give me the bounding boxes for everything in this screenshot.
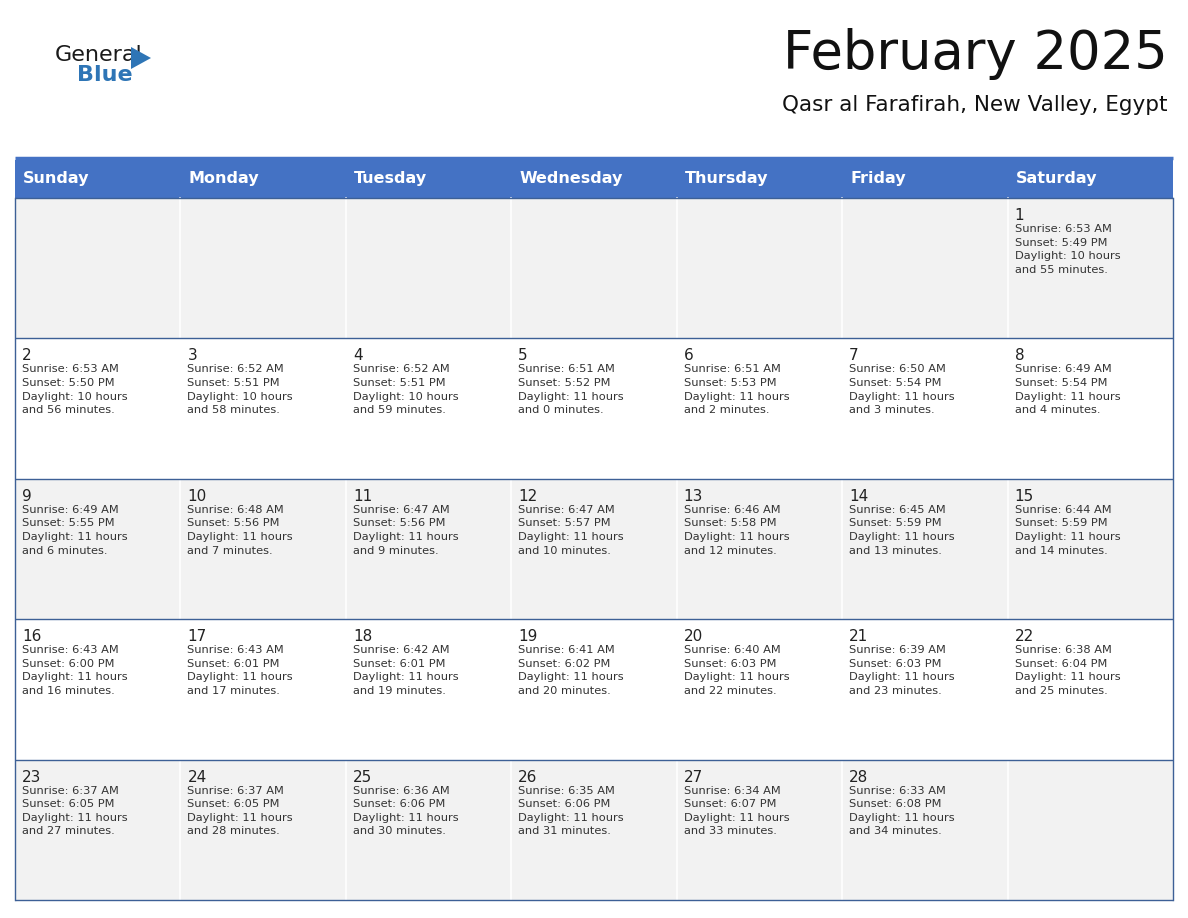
Bar [15, 479, 1173, 620]
Text: Sunrise: 6:52 AM
Sunset: 5:51 PM
Daylight: 10 hours
and 58 minutes.: Sunrise: 6:52 AM Sunset: 5:51 PM Dayligh… [188, 364, 293, 415]
Text: 16: 16 [23, 629, 42, 644]
Text: 5: 5 [518, 349, 527, 364]
Text: Sunrise: 6:34 AM
Sunset: 6:07 PM
Daylight: 11 hours
and 33 minutes.: Sunrise: 6:34 AM Sunset: 6:07 PM Dayligh… [684, 786, 789, 836]
Text: 22: 22 [1015, 629, 1034, 644]
Text: Sunrise: 6:48 AM
Sunset: 5:56 PM
Daylight: 11 hours
and 7 minutes.: Sunrise: 6:48 AM Sunset: 5:56 PM Dayligh… [188, 505, 293, 555]
Text: 2: 2 [23, 349, 32, 364]
Text: Saturday: Saturday [1016, 172, 1097, 186]
Text: Blue: Blue [77, 65, 133, 85]
Text: 12: 12 [518, 488, 537, 504]
Text: Sunrise: 6:47 AM
Sunset: 5:57 PM
Daylight: 11 hours
and 10 minutes.: Sunrise: 6:47 AM Sunset: 5:57 PM Dayligh… [518, 505, 624, 555]
Text: Sunrise: 6:37 AM
Sunset: 6:05 PM
Daylight: 11 hours
and 27 minutes.: Sunrise: 6:37 AM Sunset: 6:05 PM Dayligh… [23, 786, 127, 836]
Text: 1: 1 [1015, 208, 1024, 223]
Text: Wednesday: Wednesday [519, 172, 623, 186]
Bar [1007, 160, 1173, 198]
Text: 14: 14 [849, 488, 868, 504]
Text: 4: 4 [353, 349, 362, 364]
Text: 10: 10 [188, 488, 207, 504]
Text: 19: 19 [518, 629, 538, 644]
Text: Sunrise: 6:42 AM
Sunset: 6:01 PM
Daylight: 11 hours
and 19 minutes.: Sunrise: 6:42 AM Sunset: 6:01 PM Dayligh… [353, 645, 459, 696]
Text: 21: 21 [849, 629, 868, 644]
Text: Sunrise: 6:33 AM
Sunset: 6:08 PM
Daylight: 11 hours
and 34 minutes.: Sunrise: 6:33 AM Sunset: 6:08 PM Dayligh… [849, 786, 955, 836]
Text: Sunrise: 6:40 AM
Sunset: 6:03 PM
Daylight: 11 hours
and 22 minutes.: Sunrise: 6:40 AM Sunset: 6:03 PM Dayligh… [684, 645, 789, 696]
Text: 27: 27 [684, 769, 703, 785]
Text: 25: 25 [353, 769, 372, 785]
Text: Qasr al Farafirah, New Valley, Egypt: Qasr al Farafirah, New Valley, Egypt [783, 95, 1168, 115]
Text: Sunrise: 6:36 AM
Sunset: 6:06 PM
Daylight: 11 hours
and 30 minutes.: Sunrise: 6:36 AM Sunset: 6:06 PM Dayligh… [353, 786, 459, 836]
Text: 7: 7 [849, 349, 859, 364]
Bar [15, 339, 1173, 479]
Bar [15, 198, 1173, 339]
Text: Sunrise: 6:35 AM
Sunset: 6:06 PM
Daylight: 11 hours
and 31 minutes.: Sunrise: 6:35 AM Sunset: 6:06 PM Dayligh… [518, 786, 624, 836]
Text: General: General [55, 45, 143, 65]
Text: Sunrise: 6:38 AM
Sunset: 6:04 PM
Daylight: 11 hours
and 25 minutes.: Sunrise: 6:38 AM Sunset: 6:04 PM Dayligh… [1015, 645, 1120, 696]
Text: Sunrise: 6:41 AM
Sunset: 6:02 PM
Daylight: 11 hours
and 20 minutes.: Sunrise: 6:41 AM Sunset: 6:02 PM Dayligh… [518, 645, 624, 696]
Text: Sunrise: 6:37 AM
Sunset: 6:05 PM
Daylight: 11 hours
and 28 minutes.: Sunrise: 6:37 AM Sunset: 6:05 PM Dayligh… [188, 786, 293, 836]
Text: Sunrise: 6:53 AM
Sunset: 5:50 PM
Daylight: 10 hours
and 56 minutes.: Sunrise: 6:53 AM Sunset: 5:50 PM Dayligh… [23, 364, 127, 415]
Text: Sunrise: 6:43 AM
Sunset: 6:00 PM
Daylight: 11 hours
and 16 minutes.: Sunrise: 6:43 AM Sunset: 6:00 PM Dayligh… [23, 645, 127, 696]
Text: 18: 18 [353, 629, 372, 644]
Text: Sunrise: 6:39 AM
Sunset: 6:03 PM
Daylight: 11 hours
and 23 minutes.: Sunrise: 6:39 AM Sunset: 6:03 PM Dayligh… [849, 645, 955, 696]
Text: Sunrise: 6:47 AM
Sunset: 5:56 PM
Daylight: 11 hours
and 9 minutes.: Sunrise: 6:47 AM Sunset: 5:56 PM Dayligh… [353, 505, 459, 555]
Text: Sunrise: 6:50 AM
Sunset: 5:54 PM
Daylight: 11 hours
and 3 minutes.: Sunrise: 6:50 AM Sunset: 5:54 PM Dayligh… [849, 364, 955, 415]
Text: Tuesday: Tuesday [354, 172, 426, 186]
Text: Monday: Monday [189, 172, 259, 186]
Text: 6: 6 [684, 349, 694, 364]
Text: 17: 17 [188, 629, 207, 644]
Text: Sunday: Sunday [23, 172, 89, 186]
Text: Sunrise: 6:44 AM
Sunset: 5:59 PM
Daylight: 11 hours
and 14 minutes.: Sunrise: 6:44 AM Sunset: 5:59 PM Dayligh… [1015, 505, 1120, 555]
Text: 20: 20 [684, 629, 703, 644]
Text: 13: 13 [684, 488, 703, 504]
Text: Sunrise: 6:45 AM
Sunset: 5:59 PM
Daylight: 11 hours
and 13 minutes.: Sunrise: 6:45 AM Sunset: 5:59 PM Dayligh… [849, 505, 955, 555]
Bar [15, 160, 181, 198]
Bar [677, 160, 842, 198]
Text: Sunrise: 6:49 AM
Sunset: 5:54 PM
Daylight: 11 hours
and 4 minutes.: Sunrise: 6:49 AM Sunset: 5:54 PM Dayligh… [1015, 364, 1120, 415]
Text: 3: 3 [188, 349, 197, 364]
Text: 15: 15 [1015, 488, 1034, 504]
Polygon shape [131, 47, 151, 69]
Text: Sunrise: 6:43 AM
Sunset: 6:01 PM
Daylight: 11 hours
and 17 minutes.: Sunrise: 6:43 AM Sunset: 6:01 PM Dayligh… [188, 645, 293, 696]
Text: Sunrise: 6:51 AM
Sunset: 5:52 PM
Daylight: 11 hours
and 0 minutes.: Sunrise: 6:51 AM Sunset: 5:52 PM Dayligh… [518, 364, 624, 415]
Text: 23: 23 [23, 769, 42, 785]
Bar [842, 160, 1007, 198]
Text: Sunrise: 6:46 AM
Sunset: 5:58 PM
Daylight: 11 hours
and 12 minutes.: Sunrise: 6:46 AM Sunset: 5:58 PM Dayligh… [684, 505, 789, 555]
Text: 28: 28 [849, 769, 868, 785]
Text: February 2025: February 2025 [783, 28, 1168, 80]
Text: 9: 9 [23, 488, 32, 504]
Text: 24: 24 [188, 769, 207, 785]
Bar [511, 160, 677, 198]
Text: Thursday: Thursday [684, 172, 769, 186]
Text: Sunrise: 6:52 AM
Sunset: 5:51 PM
Daylight: 10 hours
and 59 minutes.: Sunrise: 6:52 AM Sunset: 5:51 PM Dayligh… [353, 364, 459, 415]
Text: 11: 11 [353, 488, 372, 504]
Text: Sunrise: 6:49 AM
Sunset: 5:55 PM
Daylight: 11 hours
and 6 minutes.: Sunrise: 6:49 AM Sunset: 5:55 PM Dayligh… [23, 505, 127, 555]
Text: Sunrise: 6:51 AM
Sunset: 5:53 PM
Daylight: 11 hours
and 2 minutes.: Sunrise: 6:51 AM Sunset: 5:53 PM Dayligh… [684, 364, 789, 415]
Bar [181, 160, 346, 198]
Text: Sunrise: 6:53 AM
Sunset: 5:49 PM
Daylight: 10 hours
and 55 minutes.: Sunrise: 6:53 AM Sunset: 5:49 PM Dayligh… [1015, 224, 1120, 274]
Bar [15, 620, 1173, 759]
Text: 26: 26 [518, 769, 538, 785]
Text: 8: 8 [1015, 349, 1024, 364]
Bar [15, 759, 1173, 900]
Bar [346, 160, 511, 198]
Text: Friday: Friday [851, 172, 905, 186]
